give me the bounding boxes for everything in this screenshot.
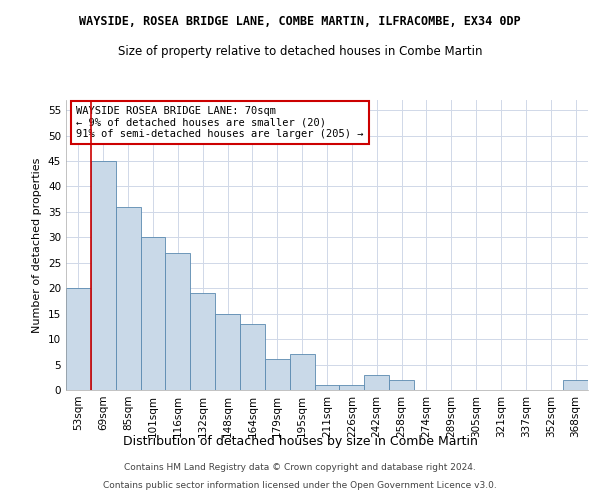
Bar [364,374,389,390]
Bar [290,354,314,390]
Bar [340,385,364,390]
Bar [240,324,265,390]
Text: WAYSIDE, ROSEA BRIDGE LANE, COMBE MARTIN, ILFRACOMBE, EX34 0DP: WAYSIDE, ROSEA BRIDGE LANE, COMBE MARTIN… [79,15,521,28]
Text: Contains public sector information licensed under the Open Government Licence v3: Contains public sector information licen… [103,481,497,490]
Bar [389,380,414,390]
Bar [190,294,215,390]
Text: WAYSIDE ROSEA BRIDGE LANE: 70sqm
← 9% of detached houses are smaller (20)
91% of: WAYSIDE ROSEA BRIDGE LANE: 70sqm ← 9% of… [76,106,364,139]
Bar [265,360,290,390]
Bar [563,380,588,390]
Text: Size of property relative to detached houses in Combe Martin: Size of property relative to detached ho… [118,45,482,58]
Text: Contains HM Land Registry data © Crown copyright and database right 2024.: Contains HM Land Registry data © Crown c… [124,464,476,472]
Bar [91,161,116,390]
Y-axis label: Number of detached properties: Number of detached properties [32,158,43,332]
Bar [140,238,166,390]
Bar [215,314,240,390]
Bar [116,207,140,390]
Text: Distribution of detached houses by size in Combe Martin: Distribution of detached houses by size … [122,435,478,448]
Bar [166,252,190,390]
Bar [66,288,91,390]
Bar [314,385,340,390]
